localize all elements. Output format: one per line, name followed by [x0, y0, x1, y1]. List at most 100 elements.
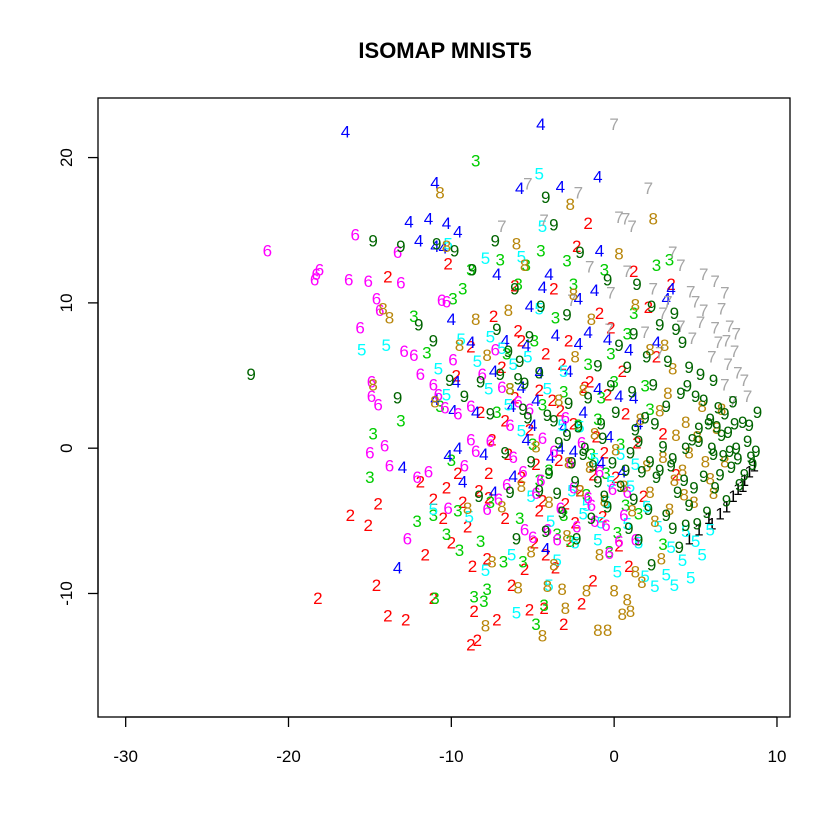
- data-point-digit-8: 8: [645, 340, 654, 359]
- data-point-digit-5: 5: [697, 545, 706, 564]
- data-point-digit-4: 4: [453, 439, 462, 458]
- data-point-digit-4: 4: [559, 417, 568, 436]
- data-point-digit-3: 3: [505, 380, 514, 399]
- data-point-digit-7: 7: [655, 343, 664, 362]
- data-point-digit-9: 9: [732, 439, 741, 458]
- data-point-digit-4: 4: [515, 179, 524, 198]
- data-point-digit-4: 4: [603, 330, 612, 349]
- data-point-digit-9: 9: [673, 483, 682, 502]
- data-point-digit-6: 6: [583, 489, 592, 508]
- data-point-digit-3: 3: [482, 580, 491, 599]
- data-point-digit-2: 2: [585, 372, 594, 391]
- data-point-digit-2: 2: [476, 403, 485, 422]
- data-point-digit-9: 9: [583, 388, 592, 407]
- data-point-digit-2: 2: [473, 631, 482, 650]
- data-point-digit-2: 2: [484, 464, 493, 483]
- data-point-digit-6: 6: [505, 416, 514, 435]
- data-point-digit-2: 2: [554, 451, 563, 470]
- data-point-digit-2: 2: [372, 576, 381, 595]
- data-point-digit-6: 6: [587, 496, 596, 515]
- data-point-digit-6: 6: [518, 462, 527, 481]
- data-point-digit-5: 5: [544, 576, 553, 595]
- data-point-digit-9: 9: [689, 478, 698, 497]
- data-point-digit-4: 4: [590, 281, 599, 300]
- data-point-digit-9: 9: [611, 403, 620, 422]
- data-point-digit-5: 5: [626, 477, 635, 496]
- data-point-digit-9: 9: [541, 188, 550, 207]
- data-point-digit-9: 9: [735, 476, 744, 495]
- data-point-digit-2: 2: [629, 262, 638, 281]
- data-point-digit-9: 9: [730, 414, 739, 433]
- data-point-digit-3: 3: [565, 532, 574, 551]
- data-point-digit-6: 6: [569, 478, 578, 497]
- data-point-digit-5: 5: [434, 359, 443, 378]
- data-point-digit-4: 4: [544, 265, 553, 284]
- data-point-digit-8: 8: [538, 627, 547, 646]
- data-point-digit-9: 9: [629, 490, 638, 509]
- data-point-digit-3: 3: [544, 461, 553, 480]
- data-point-digit-7: 7: [676, 317, 685, 336]
- data-point-digit-4: 4: [593, 380, 602, 399]
- data-point-digit-9: 9: [745, 416, 754, 435]
- data-point-digit-6: 6: [442, 292, 451, 311]
- data-point-digit-2: 2: [569, 414, 578, 433]
- data-point-digit-1: 1: [704, 509, 713, 528]
- data-point-digit-9: 9: [688, 430, 697, 449]
- data-point-digit-5: 5: [546, 512, 555, 531]
- data-point-digit-9: 9: [486, 404, 495, 423]
- data-point-digit-9: 9: [567, 454, 576, 473]
- data-point-digit-6: 6: [434, 385, 443, 404]
- data-point-digit-8: 8: [463, 499, 472, 518]
- data-point-digit-7: 7: [699, 301, 708, 320]
- data-point-digit-3: 3: [466, 260, 475, 279]
- data-point-digit-3: 3: [365, 468, 374, 487]
- data-point-digit-9: 9: [554, 433, 563, 452]
- data-point-digit-8: 8: [611, 441, 620, 460]
- data-point-digit-6: 6: [508, 448, 517, 467]
- data-point-digit-5: 5: [538, 217, 547, 236]
- data-point-digit-8: 8: [554, 391, 563, 410]
- data-point-digit-7: 7: [722, 332, 731, 351]
- data-point-digit-9: 9: [707, 439, 716, 458]
- data-point-digit-8: 8: [385, 308, 394, 327]
- data-point-digit-6: 6: [380, 436, 389, 455]
- data-point-digit-2: 2: [652, 348, 661, 367]
- data-point-digit-4: 4: [438, 239, 447, 258]
- data-point-digit-3: 3: [513, 275, 522, 294]
- data-point-digit-2: 2: [548, 391, 557, 410]
- data-point-digit-4: 4: [453, 223, 462, 242]
- data-point-digit-4: 4: [466, 333, 475, 352]
- data-point-digit-8: 8: [679, 486, 688, 505]
- data-point-digit-8: 8: [663, 384, 672, 403]
- data-point-digit-5: 5: [523, 348, 532, 367]
- data-point-digit-6: 6: [403, 529, 412, 548]
- data-point-digit-6: 6: [351, 226, 360, 245]
- data-point-digit-3: 3: [479, 592, 488, 611]
- data-point-digit-6: 6: [372, 290, 381, 309]
- data-point-digit-9: 9: [626, 444, 635, 463]
- data-point-digit-8: 8: [635, 410, 644, 429]
- data-point-digit-3: 3: [442, 525, 451, 544]
- data-point-digit-3: 3: [640, 377, 649, 396]
- data-point-digit-2: 2: [383, 606, 392, 625]
- data-point-digit-2: 2: [517, 332, 526, 351]
- data-point-digit-1: 1: [707, 515, 716, 534]
- x-tick-label: 10: [768, 747, 787, 766]
- data-point-digit-2: 2: [595, 304, 604, 323]
- data-point-digit-9: 9: [445, 371, 454, 390]
- data-point-digit-2: 2: [588, 465, 597, 484]
- data-point-digit-7: 7: [707, 348, 716, 367]
- data-point-digit-6: 6: [486, 432, 495, 451]
- data-point-digit-9: 9: [733, 449, 742, 468]
- data-point-digit-8: 8: [455, 336, 464, 355]
- data-point-digit-4: 4: [443, 446, 452, 465]
- data-point-digit-3: 3: [634, 505, 643, 524]
- data-point-digit-4: 4: [500, 332, 509, 351]
- data-point-digit-5: 5: [484, 380, 493, 399]
- data-point-digit-7: 7: [658, 304, 667, 323]
- data-point-digit-4: 4: [489, 362, 498, 381]
- data-point-digit-2: 2: [556, 401, 565, 420]
- data-point-digit-6: 6: [631, 531, 640, 550]
- data-point-digit-9: 9: [655, 461, 664, 480]
- data-point-digit-2: 2: [639, 487, 648, 506]
